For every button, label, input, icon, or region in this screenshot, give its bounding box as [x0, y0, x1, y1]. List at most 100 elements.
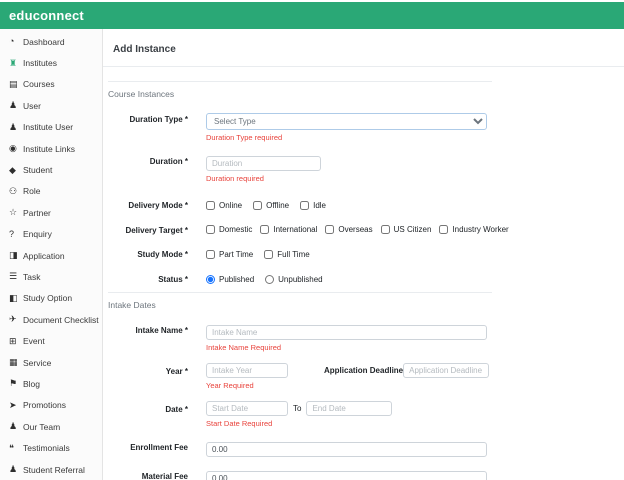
checkbox-label: Domestic [219, 225, 253, 235]
delivery-target-international-checkbox[interactable] [260, 225, 270, 235]
sidebar-item-courses[interactable]: ▤ Courses [9, 78, 55, 90]
duration-type-select[interactable]: Select Type [206, 113, 487, 130]
duration-type-label: Duration Type * [129, 115, 188, 124]
field-delivery-mode: Delivery Mode * Online Offline Idle [108, 197, 492, 211]
application-deadline-input[interactable] [403, 363, 490, 379]
start-date-error: Start Date Required [206, 419, 273, 429]
study-mode-full-time-checkbox[interactable] [264, 249, 274, 259]
radio-label: Published [219, 274, 255, 284]
quote-icon: ❝ [9, 442, 14, 453]
field-intake-name: Intake Name * Intake Name Required [108, 322, 492, 352]
start-date-input[interactable] [206, 401, 288, 417]
material-fee-label: Material Fee [141, 472, 188, 480]
tags-icon: ⚑ [9, 378, 18, 389]
question-circle-icon: ? [9, 228, 15, 239]
sidebar-item-our-team[interactable]: ♟ Our Team [9, 421, 61, 432]
duration-input[interactable] [206, 156, 321, 171]
plane-icon: ✈ [9, 314, 17, 325]
checkbox-label: Offline [266, 200, 290, 210]
delivery-target-label: Delivery Target * [125, 225, 188, 235]
field-study-mode: Study Mode * Part Time Full Time [108, 246, 492, 260]
checkbox-label: Online [219, 200, 243, 210]
section-title-intake-dates: Intake Dates [108, 300, 156, 311]
field-date: Date * To Start Date Required [108, 401, 492, 428]
sidebar-item-dashboard[interactable]: ◔ Dashboard [9, 36, 65, 47]
checkbox-label: Part Time [219, 249, 254, 259]
sidebar-item-enquiry[interactable]: ? Enquiry [9, 228, 52, 240]
radio-label: Unpublished [278, 274, 323, 284]
enrollment-fee-input[interactable] [206, 442, 487, 458]
delivery-target-industry-worker-checkbox[interactable] [439, 225, 449, 235]
checkbox-label: Full Time [277, 249, 310, 259]
delivery-mode-label: Delivery Mode * [128, 201, 188, 210]
sidebar-item-role[interactable]: ⚇ Role [9, 185, 41, 197]
end-date-input[interactable] [306, 401, 393, 417]
checkbox-label: International [273, 225, 318, 235]
sidebar-item-institutes[interactable]: ♜ Institutes [9, 57, 58, 69]
sidebar-item-institute-user[interactable]: ♟ Institute User [9, 121, 74, 133]
institution-icon: ♜ [9, 57, 18, 68]
sidebar-item-blog[interactable]: ⚑ Blog [9, 378, 41, 389]
book-icon: ◧ [9, 292, 18, 303]
sidebar-item-testimonials[interactable]: ❝ Testimonials [9, 442, 70, 454]
divider [108, 81, 492, 82]
delivery-target-domestic-checkbox[interactable] [206, 225, 215, 235]
field-year: Year * Application Deadline Year Require… [108, 363, 492, 390]
sidebar-item-promotions[interactable]: ➤ Promotions [9, 399, 66, 411]
star-icon: ☆ [9, 207, 18, 218]
field-duration-type: Duration Type * Select Type Duration Typ… [108, 111, 492, 142]
intake-year-input[interactable] [206, 363, 288, 379]
status-published-radio[interactable] [206, 274, 215, 284]
sidebar-item-application[interactable]: ◨ Application [9, 250, 65, 261]
application-deadline-label: Application Deadline [324, 366, 404, 376]
material-fee-input[interactable] [206, 471, 487, 480]
sidebar-item-student-referral[interactable]: ♟ Student Referral [9, 464, 85, 475]
page-title: Add Instance [113, 44, 176, 55]
sidebar-item-study-option[interactable]: ◧ Study Option [9, 292, 73, 304]
checkbox-label: Industry Worker [452, 225, 509, 235]
sidebar-item-user[interactable]: ♟ User [9, 100, 41, 111]
user-icon: ♟ [9, 100, 18, 111]
sidebar-item-event[interactable]: ⊞ Event [9, 335, 45, 347]
delivery-target-us-citizen-checkbox[interactable] [380, 225, 390, 235]
sidebar-item-task[interactable]: ☰ Task [9, 271, 41, 282]
sidebar-item-institute-links[interactable]: ◉ Institute Links [9, 143, 75, 154]
book-icon: ◨ [9, 250, 18, 261]
file-icon: ▤ [9, 78, 18, 89]
calendar-icon: ⊞ [9, 335, 17, 346]
sidebar: ◔ Dashboard ♜ Institutes ▤ Courses ♟ User ♟ I… [0, 29, 103, 480]
year-label: Year * [165, 367, 188, 377]
field-material-fee: Material Fee [108, 468, 492, 480]
field-duration: Duration * Duration required [108, 153, 492, 183]
intake-name-input[interactable] [206, 325, 487, 341]
duration-label: Duration * [149, 157, 188, 166]
divider [108, 292, 492, 294]
enrollment-fee-label: Enrollment Fee [130, 443, 188, 453]
user-icon: ♟ [9, 421, 18, 432]
sidebar-item-student[interactable]: ◆ Student [9, 164, 53, 176]
add-instance-form: Course Instances Duration Type * Select … [108, 81, 509, 480]
sidebar-item-partner[interactable]: ☆ Partner [9, 207, 51, 218]
delivery-target-overseas-checkbox[interactable] [325, 225, 335, 235]
delivery-mode-online-checkbox[interactable] [206, 200, 215, 210]
duration-error: Duration required [206, 174, 264, 183]
checkbox-label: US Citizen [393, 225, 432, 235]
field-enrollment-fee: Enrollment Fee [108, 439, 492, 458]
intake-name-label: Intake Name * [135, 326, 188, 336]
delivery-mode-offline-checkbox[interactable] [253, 200, 263, 210]
bullhorn-icon: ➤ [9, 399, 17, 410]
table-icon: ▦ [9, 357, 18, 368]
delivery-mode-idle-checkbox[interactable] [300, 200, 310, 210]
graduation-cap-icon: ◆ [9, 164, 16, 175]
study-mode-part-time-checkbox[interactable] [206, 249, 215, 259]
tachometer-icon: ◔ [9, 36, 15, 47]
sidebar-item-service[interactable]: ▦ Service [9, 357, 52, 368]
status-unpublished-radio[interactable] [265, 274, 275, 284]
section-title-course-instances: Course Instances [108, 89, 175, 99]
status-label: Status * [158, 274, 188, 284]
main-content: Add Instance Course Instances Duration T… [103, 29, 624, 480]
checkbox-label: Idle [313, 200, 327, 210]
study-mode-label: Study Mode * [137, 250, 188, 260]
sidebar-item-document-checklist[interactable]: ✈ Document Checklist [9, 314, 99, 325]
date-label: Date * [165, 405, 188, 415]
